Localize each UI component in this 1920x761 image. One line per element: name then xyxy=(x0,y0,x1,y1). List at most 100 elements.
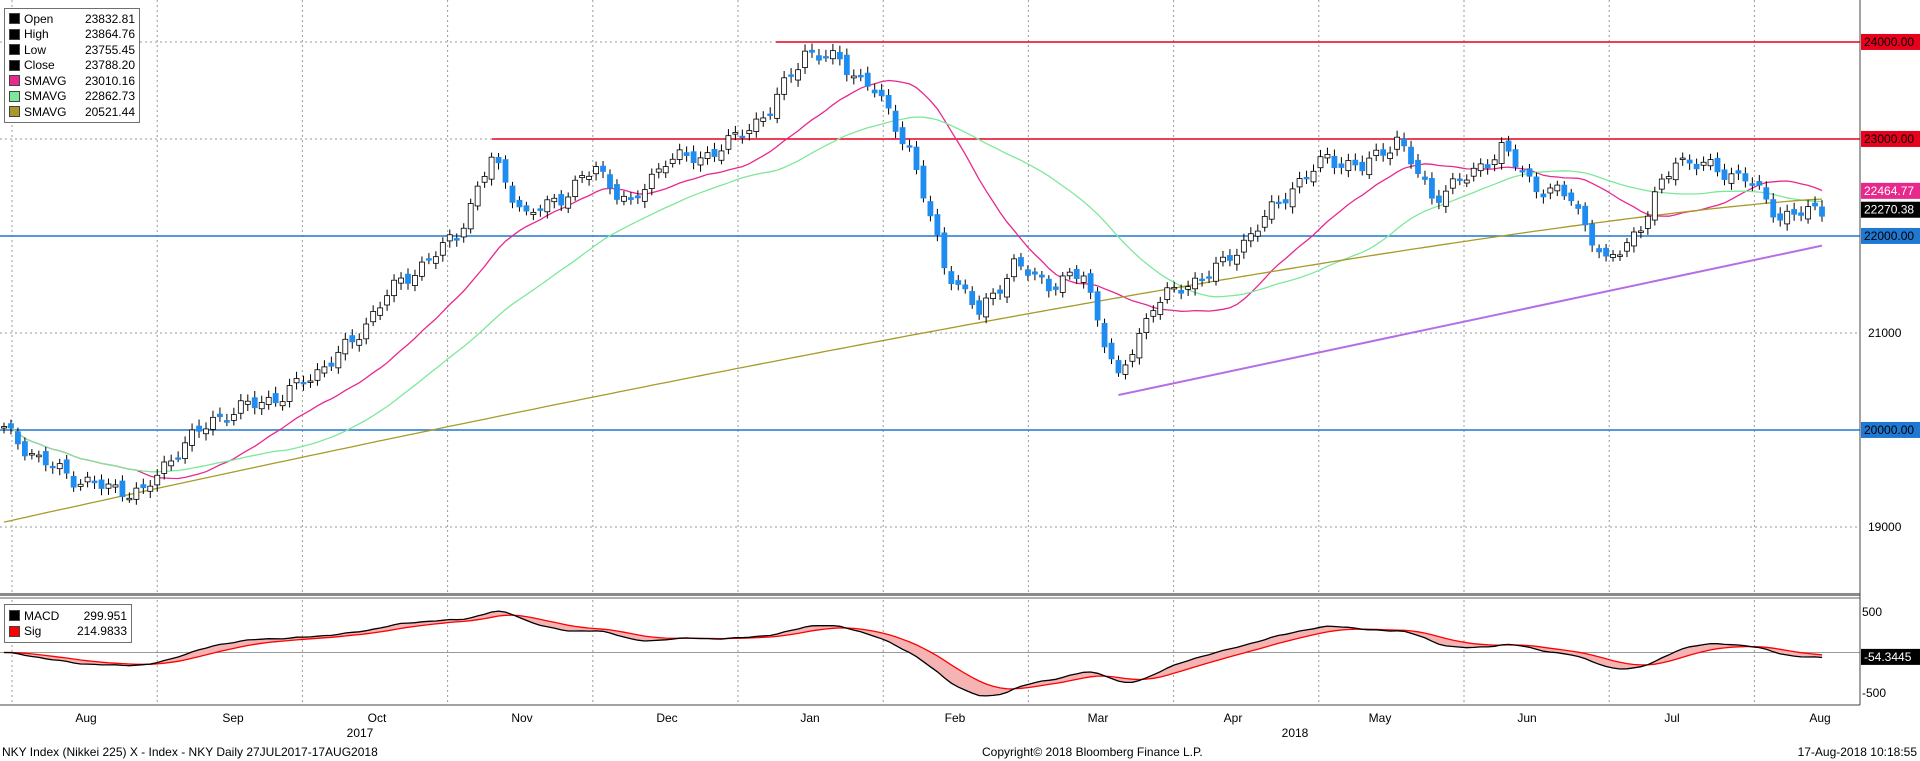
candle-body xyxy=(1366,157,1373,176)
price-legend-swatch xyxy=(9,13,20,25)
candle-body xyxy=(1819,206,1825,217)
level-tag-label: 20000.00 xyxy=(1864,423,1914,437)
candle-body xyxy=(112,484,119,488)
candle-body xyxy=(1080,275,1087,283)
candle-body xyxy=(551,197,558,203)
macd-value-tag-label: -54.3445 xyxy=(1864,650,1912,664)
candle-body xyxy=(370,311,377,323)
candle-body xyxy=(398,277,404,284)
candle-body xyxy=(244,400,251,405)
macd-legend-name: MACD xyxy=(24,608,60,623)
candle-body xyxy=(140,484,147,489)
candle-body xyxy=(161,461,168,474)
sma-line xyxy=(3,79,1823,480)
x-tick-label: Apr xyxy=(1224,711,1243,725)
candle-body xyxy=(537,208,544,211)
candle-body xyxy=(1261,216,1268,228)
price-legend-name: SMAVG xyxy=(24,89,67,104)
price-legend-swatch xyxy=(9,106,20,118)
candle-body xyxy=(913,146,920,171)
candle-body xyxy=(1526,168,1533,177)
candle-body xyxy=(586,175,593,180)
candle-body xyxy=(906,145,913,148)
price-legend-row: SMAVG 22862.73 xyxy=(5,89,139,105)
candle-body xyxy=(892,110,899,132)
candle-body xyxy=(446,234,453,242)
price-legend-row: Open 23832.81 xyxy=(5,11,139,27)
candle-body xyxy=(1059,275,1066,293)
candle-body xyxy=(1449,178,1456,189)
candle-body xyxy=(1651,191,1658,221)
candle-body xyxy=(1644,215,1651,229)
candle-body xyxy=(1631,231,1637,247)
candle-body xyxy=(1505,140,1512,152)
candle-body xyxy=(1066,271,1073,277)
candle-body xyxy=(300,381,307,385)
candle-body xyxy=(203,428,209,435)
candle-body xyxy=(1394,136,1401,150)
candle-body xyxy=(419,261,425,277)
candle-body xyxy=(1031,271,1038,275)
candle-body xyxy=(662,166,669,174)
candle-body xyxy=(1658,178,1665,190)
candle-body xyxy=(753,118,760,132)
candle-body xyxy=(439,242,446,256)
candle-body xyxy=(1136,332,1143,359)
candle-body xyxy=(1213,262,1219,282)
candle-body xyxy=(788,74,795,77)
candle-body xyxy=(579,175,586,179)
x-tick-label: Dec xyxy=(656,711,677,725)
macd-panel xyxy=(0,610,1860,697)
candle-body xyxy=(648,173,655,189)
candle-body xyxy=(1011,258,1017,278)
candle-body xyxy=(1387,152,1394,159)
price-legend-value: 23832.81 xyxy=(84,11,135,26)
candle-body xyxy=(1025,269,1031,276)
price-legend-name: Close xyxy=(24,58,55,73)
candle-body xyxy=(1345,160,1352,172)
candle-body xyxy=(739,135,746,139)
candle-body xyxy=(1408,146,1414,165)
candle-body xyxy=(425,258,432,261)
candle-body xyxy=(857,75,864,78)
candle-body xyxy=(885,95,892,109)
candle-body xyxy=(1679,157,1686,160)
candle-body xyxy=(823,56,829,59)
candle-body xyxy=(1422,176,1428,180)
price-legend-value: 23010.16 xyxy=(84,73,135,88)
price-legend: Open 23832.81 High 23864.76 Low 23755.45 Close… xyxy=(4,8,140,123)
macd-legend-swatch xyxy=(9,610,20,622)
candle-body xyxy=(488,156,495,180)
candle-body xyxy=(774,93,781,119)
candle-body xyxy=(1289,188,1296,208)
candle-body xyxy=(1038,274,1045,278)
price-legend-name: Low xyxy=(24,42,47,57)
candle-body xyxy=(690,151,697,163)
candle-body xyxy=(307,380,314,383)
moving-averages xyxy=(3,79,1823,523)
candle-body xyxy=(349,335,356,343)
candle-body xyxy=(105,483,112,489)
candle-body xyxy=(1756,181,1763,186)
candle-body xyxy=(196,425,202,432)
macd-line xyxy=(3,610,1823,697)
candle-body xyxy=(565,196,572,209)
candle-body xyxy=(1045,278,1052,292)
candle-body xyxy=(363,323,370,340)
x-tick-label: Mar xyxy=(1088,711,1109,725)
x-tick-label: Aug xyxy=(75,711,96,725)
candle-body xyxy=(1484,164,1491,169)
candle-body xyxy=(1178,289,1185,294)
candle-body xyxy=(210,416,216,430)
candle-body xyxy=(1700,161,1707,166)
y-tick-label: 21000 xyxy=(1868,326,1902,340)
candle-body xyxy=(453,238,460,241)
candle-body xyxy=(502,159,509,183)
candle-body xyxy=(1784,210,1791,225)
price-legend-swatch xyxy=(9,59,20,71)
candle-body xyxy=(77,483,84,487)
candle-body xyxy=(495,157,502,164)
candle-body xyxy=(1728,173,1735,184)
candle-body xyxy=(1568,192,1575,202)
candle-body xyxy=(412,275,418,286)
